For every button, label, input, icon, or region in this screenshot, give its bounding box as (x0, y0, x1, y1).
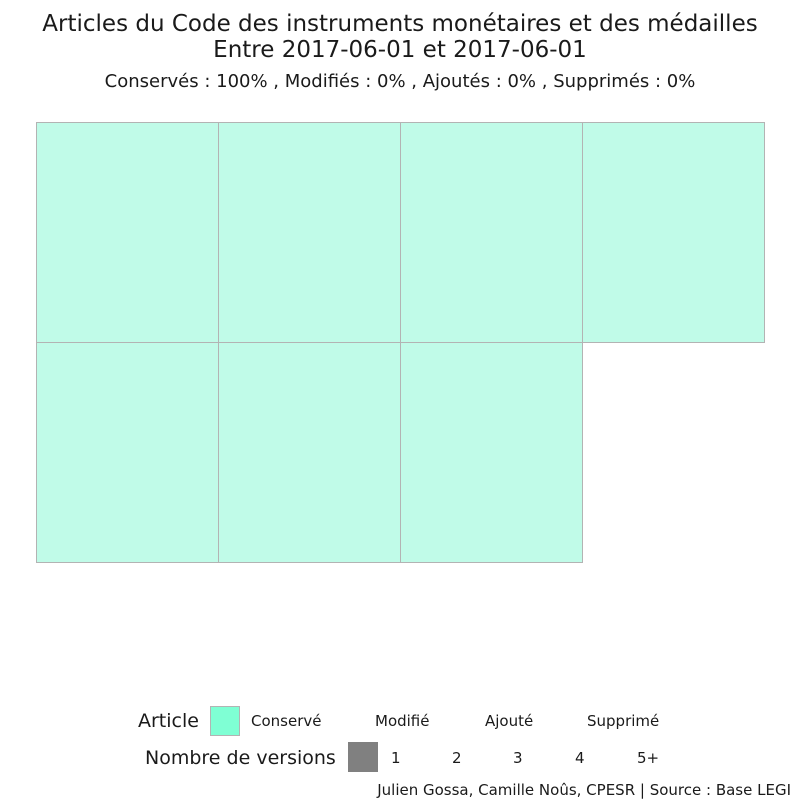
legend-article-label-supprime: Supprimé (587, 712, 660, 730)
waffle-cell-6 (218, 342, 401, 563)
legend-versions-label-5plus: 5+ (637, 749, 660, 767)
legend-versions-label-2: 2 (452, 749, 462, 767)
legend-article-swatch-conserve (210, 706, 240, 736)
legend-versions-swatch-1 (348, 742, 378, 772)
waffle-cell-2 (218, 122, 401, 343)
legend-versions-label-1: 1 (391, 749, 401, 767)
legend-versions-label-3: 3 (513, 749, 523, 767)
legend-article-label-ajoute: Ajouté (485, 712, 534, 730)
legend-article-label-modifie: Modifié (375, 712, 430, 730)
legend-versions-label-4: 4 (575, 749, 585, 767)
chart-subtitle: Conservés : 100% , Modifiés : 0% , Ajout… (104, 71, 696, 92)
waffle-cell-4 (582, 122, 765, 343)
waffle-cell-7 (400, 342, 583, 563)
waffle-cell-1 (36, 122, 219, 343)
waffle-cell-3 (400, 122, 583, 343)
chart-title-date-range: Entre 2017-06-01 et 2017-06-01 (213, 37, 587, 63)
legend-article-title: Article (138, 710, 199, 732)
waffle-cell-5 (36, 342, 219, 563)
legend-versions-title: Nombre de versions (145, 747, 336, 769)
legend-article-label-conserve: Conservé (251, 712, 322, 730)
source-caption: Julien Gossa, Camille Noûs, CPESR | Sour… (377, 781, 791, 799)
chart-title: Articles du Code des instruments monétai… (42, 11, 758, 37)
